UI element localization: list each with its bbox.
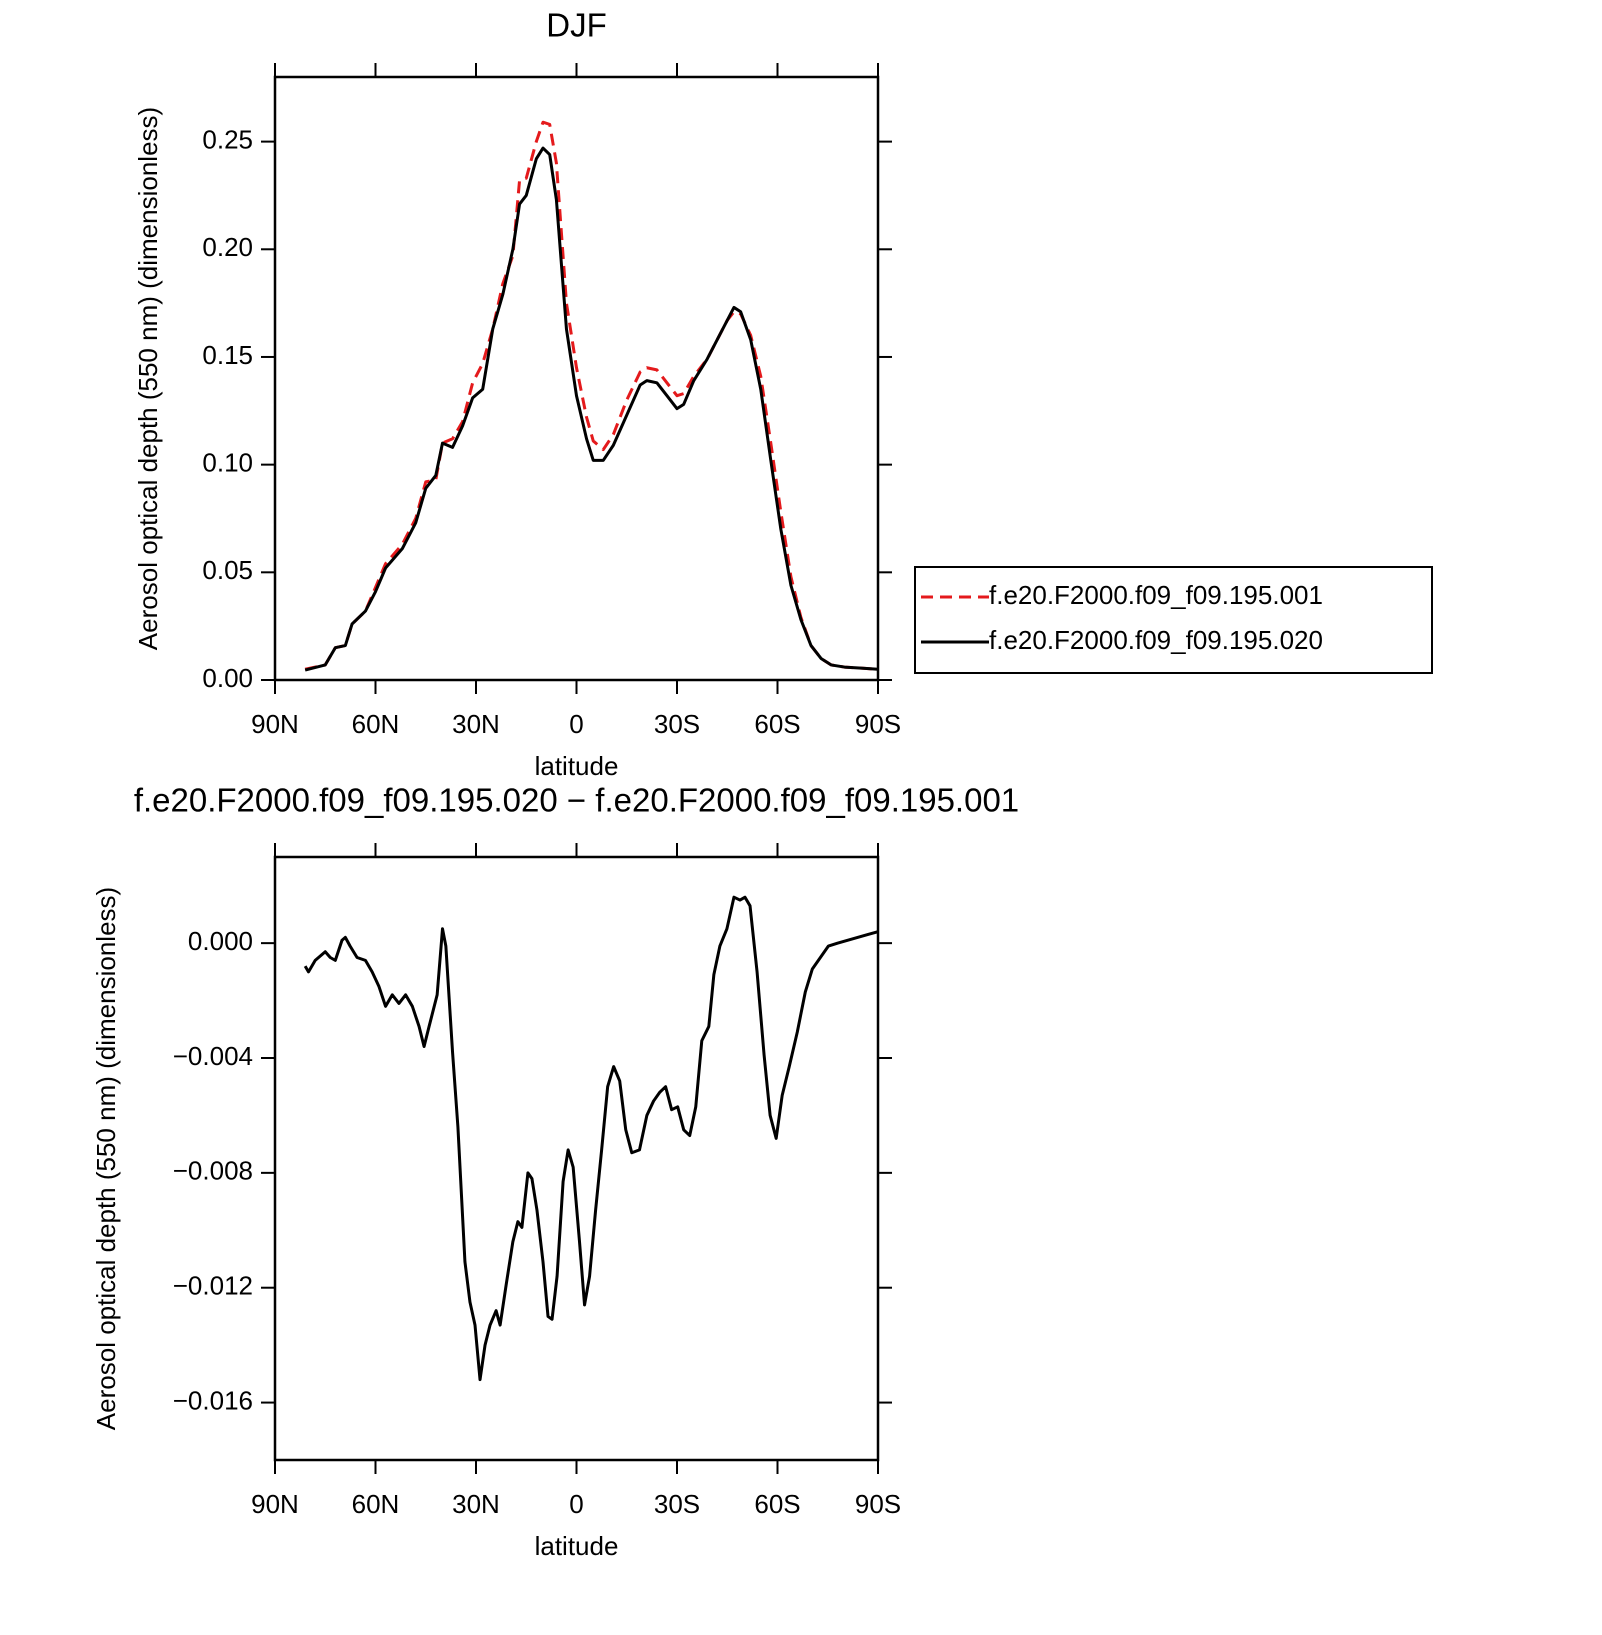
y-tick-label: 0.000: [188, 926, 253, 956]
chart-title: DJF: [546, 7, 607, 44]
y-tick-label: −0.016: [173, 1385, 253, 1415]
y-tick-label: 0.00: [202, 663, 253, 693]
x-tick-label: 30N: [452, 1489, 500, 1519]
plot-frame: [273, 75, 880, 682]
data-line: [304, 146, 879, 672]
x-tick-label: 90N: [251, 1489, 299, 1519]
y-tick-label: 0.25: [202, 124, 253, 154]
x-tick-label: 30S: [654, 709, 700, 739]
x-tick-label: 0: [569, 709, 583, 739]
x-tick-label: 60S: [754, 709, 800, 739]
x-tick-label: 60S: [754, 1489, 800, 1519]
y-tick-label: −0.012: [173, 1271, 253, 1301]
y-tick-label: 0.20: [202, 232, 253, 262]
y-tick-label: −0.004: [173, 1041, 253, 1071]
data-line: [303, 895, 879, 1382]
legend-label: f.e20.F2000.f09_f09.195.020: [989, 625, 1323, 655]
x-axis-label: latitude: [535, 751, 619, 781]
legend-label: f.e20.F2000.f09_f09.195.001: [989, 580, 1323, 610]
y-axis-label: Aerosol optical depth (550 nm) (dimensio…: [91, 887, 121, 1430]
legend-box: [914, 566, 1433, 674]
x-tick-label: 90N: [251, 709, 299, 739]
y-axis-label: Aerosol optical depth (550 nm) (dimensio…: [133, 107, 163, 650]
x-tick-label: 0: [569, 1489, 583, 1519]
x-tick-label: 60N: [352, 1489, 400, 1519]
x-axis-label: latitude: [535, 1531, 619, 1561]
x-tick-label: 90S: [855, 709, 901, 739]
y-tick-label: 0.15: [202, 340, 253, 370]
x-tick-label: 60N: [352, 709, 400, 739]
x-tick-label: 30S: [654, 1489, 700, 1519]
x-tick-label: 30N: [452, 709, 500, 739]
x-tick-label: 90S: [855, 1489, 901, 1519]
y-tick-label: 0.10: [202, 448, 253, 478]
y-tick-label: −0.008: [173, 1156, 253, 1186]
y-tick-label: 0.05: [202, 555, 253, 585]
plot-frame: [273, 855, 880, 1462]
chart-title: f.e20.F2000.f09_f09.195.020 − f.e20.F200…: [134, 782, 1019, 819]
